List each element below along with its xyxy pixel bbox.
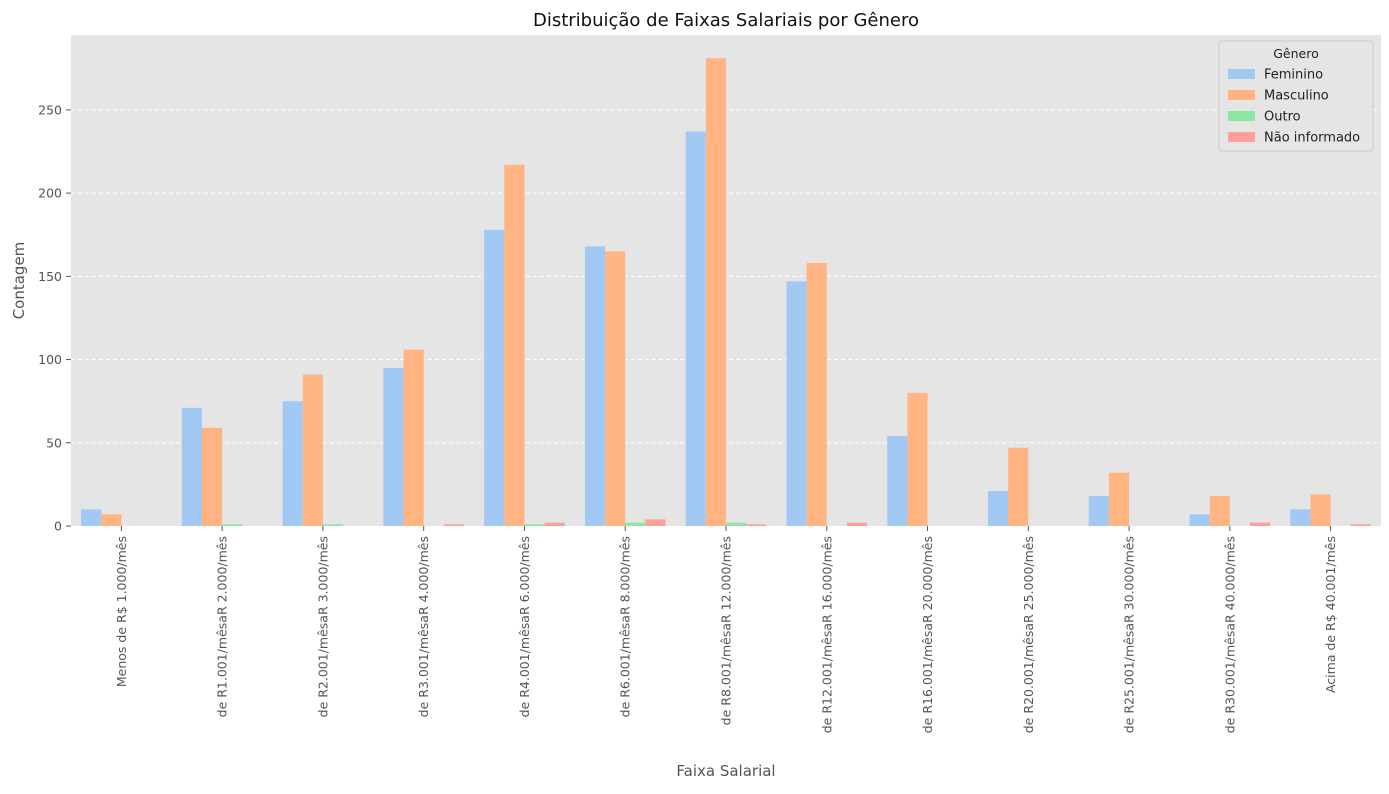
bar-n-o-informado-11 bbox=[1250, 522, 1271, 526]
legend-title: Gênero bbox=[1273, 46, 1319, 61]
y-tick-label: 250 bbox=[38, 102, 62, 117]
bar-n-o-informado-3 bbox=[443, 524, 464, 526]
x-tick-label: de R20.001/mêsaR 25.000/mês bbox=[1021, 536, 1036, 733]
bar-n-o-informado-4 bbox=[544, 522, 565, 526]
bar-feminino-8 bbox=[887, 436, 908, 526]
bar-masculino-2 bbox=[302, 374, 323, 526]
y-tick-label: 0 bbox=[54, 519, 62, 534]
legend-label: Não informado bbox=[1264, 131, 1360, 146]
legend-box bbox=[1218, 40, 1374, 152]
bar-masculino-10 bbox=[1108, 472, 1130, 526]
bar-outro-1 bbox=[222, 524, 243, 526]
bars bbox=[81, 58, 1371, 527]
bar-feminino-0 bbox=[81, 509, 102, 526]
bar-masculino-8 bbox=[907, 392, 928, 526]
legend-swatch bbox=[1228, 111, 1255, 121]
y-tick-label: 100 bbox=[38, 352, 62, 367]
x-tick-label: de R25.001/mêsaR 30.000/mês bbox=[1122, 536, 1137, 733]
bar-masculino-5 bbox=[605, 251, 626, 527]
x-tick-label: de R12.001/mêsaR 16.000/mês bbox=[819, 536, 834, 733]
y-tick-label: 150 bbox=[38, 269, 62, 284]
bar-masculino-3 bbox=[403, 349, 424, 526]
bar-feminino-2 bbox=[282, 401, 303, 526]
y-axis: 0 50 100 150 200 250 bbox=[38, 102, 71, 534]
y-tick-label: 200 bbox=[38, 186, 62, 201]
bar-outro-6 bbox=[726, 522, 747, 526]
x-tick-label: de R2.001/mêsaR 3.000/mês bbox=[315, 536, 330, 717]
bar-outro-2 bbox=[322, 524, 344, 526]
x-axis-label: Faixa Salarial bbox=[676, 762, 775, 780]
bar-feminino-3 bbox=[383, 367, 404, 526]
bar-feminino-7 bbox=[786, 281, 807, 526]
bar-n-o-informado-7 bbox=[846, 522, 868, 526]
x-tick-label: de R6.001/mêsaR 8.000/mês bbox=[618, 536, 633, 717]
bar-outro-4 bbox=[524, 524, 545, 526]
y-axis-label: Contagem bbox=[10, 242, 28, 320]
bar-feminino-4 bbox=[484, 229, 505, 526]
bar-feminino-1 bbox=[181, 407, 202, 526]
bar-masculino-4 bbox=[504, 164, 525, 526]
legend: Gênero Feminino Masculino Outro Não informa… bbox=[1218, 40, 1374, 152]
bar-masculino-0 bbox=[101, 514, 122, 526]
legend-label: Masculino bbox=[1264, 89, 1329, 104]
x-tick-label: Acima de R$ 40.001/mês bbox=[1323, 536, 1338, 693]
bar-feminino-5 bbox=[584, 246, 606, 527]
bar-masculino-7 bbox=[806, 263, 827, 526]
x-tick-label: de R4.001/mêsaR 6.000/mês bbox=[517, 536, 532, 717]
chart-title: Distribuição de Faixas Salariais por Gên… bbox=[533, 10, 919, 31]
legend-swatch bbox=[1228, 132, 1255, 142]
x-tick-label: de R8.001/mêsaR 12.000/mês bbox=[719, 536, 734, 725]
bar-n-o-informado-5 bbox=[645, 519, 666, 526]
bar-n-o-informado-12 bbox=[1350, 524, 1371, 526]
x-tick-label: de R3.001/mêsaR 4.000/mês bbox=[416, 536, 431, 717]
bar-outro-5 bbox=[625, 522, 646, 526]
legend-label: Outro bbox=[1264, 110, 1301, 125]
legend-label: Feminino bbox=[1264, 68, 1323, 83]
x-tick-label: de R16.001/mêsaR 20.000/mês bbox=[920, 536, 935, 733]
bar-n-o-informado-6 bbox=[746, 524, 767, 526]
bar-masculino-6 bbox=[705, 58, 726, 526]
bar-feminino-10 bbox=[1088, 496, 1109, 526]
x-tick-label: de R1.001/mêsaR 2.000/mês bbox=[215, 536, 230, 717]
legend-swatch bbox=[1228, 69, 1255, 79]
bar-masculino-9 bbox=[1008, 447, 1029, 526]
bar-feminino-6 bbox=[685, 131, 706, 527]
bar-feminino-11 bbox=[1189, 514, 1210, 526]
x-tick-label: Menos de R$ 1.000/mês bbox=[114, 536, 129, 687]
bar-masculino-12 bbox=[1310, 494, 1331, 526]
bar-masculino-11 bbox=[1209, 496, 1230, 526]
bar-masculino-1 bbox=[202, 427, 223, 526]
y-tick-label: 50 bbox=[46, 435, 62, 450]
x-axis: Menos de R$ 1.000/mês de R1.001/mêsaR 2.0… bbox=[114, 526, 1338, 733]
bar-feminino-12 bbox=[1290, 509, 1311, 526]
bar-feminino-9 bbox=[988, 491, 1009, 526]
x-tick-label: de R30.001/mêsaR 40.000/mês bbox=[1222, 536, 1237, 733]
legend-swatch bbox=[1228, 90, 1255, 100]
